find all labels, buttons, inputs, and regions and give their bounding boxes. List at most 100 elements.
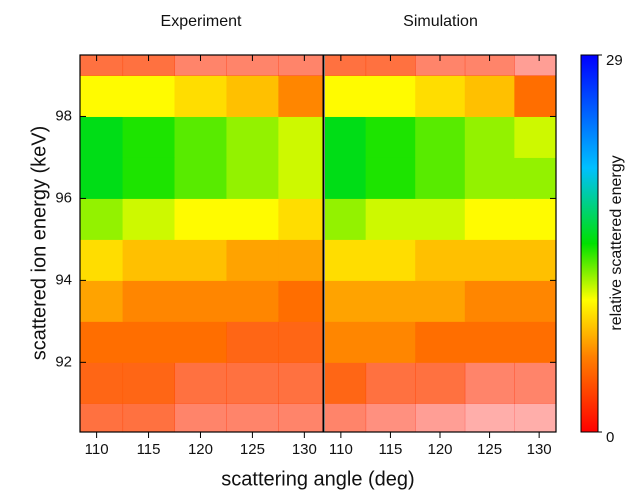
heatmap-cell bbox=[226, 75, 278, 116]
heatmap-cell bbox=[80, 280, 123, 321]
colorbar-tick-label: 0 bbox=[606, 429, 614, 446]
heatmap-cell bbox=[226, 403, 278, 432]
x-tick-label: 115 bbox=[378, 441, 402, 458]
heatmap-cell bbox=[366, 280, 416, 321]
heatmap-cell bbox=[278, 157, 322, 198]
heatmap-cell bbox=[514, 116, 556, 157]
heatmap-cell bbox=[80, 55, 123, 76]
heatmap-cell bbox=[226, 321, 278, 362]
x-tick-label: 130 bbox=[527, 441, 552, 458]
heatmap-cell bbox=[366, 198, 416, 239]
heatmap-cell bbox=[325, 198, 366, 239]
colorbar-tick-label: 29 bbox=[606, 52, 623, 69]
panel-title: Simulation bbox=[403, 13, 478, 30]
heatmap-cell bbox=[175, 198, 227, 239]
heatmap-cell bbox=[80, 403, 123, 432]
heatmap-cell bbox=[278, 362, 322, 403]
heatmap-cell bbox=[366, 239, 416, 280]
heatmap-cell bbox=[514, 198, 556, 239]
heatmap-cell bbox=[325, 116, 366, 157]
heatmap-cell bbox=[465, 239, 515, 280]
heatmap-cell bbox=[366, 116, 416, 157]
y-tick-label: 96 bbox=[55, 189, 72, 206]
heatmap-cell bbox=[80, 157, 123, 198]
heatmap-cell bbox=[415, 280, 465, 321]
heatmap-cell bbox=[325, 321, 366, 362]
heatmap-cell bbox=[325, 239, 366, 280]
heatmap-cell bbox=[415, 75, 465, 116]
heatmap-cell bbox=[514, 280, 556, 321]
heatmap-cell bbox=[278, 116, 322, 157]
heatmap-cell bbox=[278, 239, 322, 280]
heatmap-cell bbox=[465, 403, 515, 432]
heatmap-cell bbox=[175, 362, 227, 403]
heatmap-cell bbox=[123, 362, 175, 403]
heatmap-cell bbox=[175, 75, 227, 116]
heatmap-cell bbox=[175, 403, 227, 432]
heatmap-cell bbox=[123, 239, 175, 280]
heatmap-cell bbox=[123, 403, 175, 432]
panel-title: Experiment bbox=[161, 13, 242, 30]
x-tick-label: 130 bbox=[292, 441, 317, 458]
x-tick-label: 120 bbox=[188, 441, 213, 458]
heatmap-cell bbox=[514, 157, 556, 198]
heatmap-cell bbox=[415, 321, 465, 362]
heatmap-cell bbox=[175, 116, 227, 157]
heatmap-cell bbox=[226, 198, 278, 239]
heatmap-cell bbox=[175, 157, 227, 198]
heatmap-cell bbox=[325, 280, 366, 321]
heatmap-cell bbox=[278, 75, 322, 116]
heatmap-cell bbox=[226, 157, 278, 198]
heatmap-cell bbox=[123, 75, 175, 116]
heatmap-cell bbox=[175, 239, 227, 280]
heatmap-cell bbox=[465, 75, 515, 116]
heatmap-cell bbox=[226, 280, 278, 321]
heatmap-cell bbox=[80, 321, 123, 362]
heatmap-cell bbox=[226, 239, 278, 280]
heatmap-cell bbox=[415, 403, 465, 432]
heatmap-cell bbox=[226, 362, 278, 403]
heatmap-cell bbox=[514, 75, 556, 116]
heatmap-cell bbox=[366, 321, 416, 362]
x-axis-label: scattering angle (deg) bbox=[221, 468, 414, 490]
colorbar bbox=[581, 55, 598, 432]
heatmap-cell bbox=[325, 403, 366, 432]
heatmap-cell bbox=[366, 362, 416, 403]
heatmap-cell bbox=[325, 157, 366, 198]
heatmap-cell bbox=[514, 362, 556, 403]
heatmap-cell bbox=[514, 321, 556, 362]
x-tick-label: 125 bbox=[240, 441, 265, 458]
heatmap-cell bbox=[123, 321, 175, 362]
heatmap-cell bbox=[465, 280, 515, 321]
heatmap-cell bbox=[465, 157, 515, 198]
heatmap-cell bbox=[325, 55, 366, 76]
heatmap-cell bbox=[80, 198, 123, 239]
heatmap-cell bbox=[123, 157, 175, 198]
x-tick-label: 110 bbox=[85, 441, 109, 458]
heatmap-cell bbox=[123, 198, 175, 239]
heatmap-cell bbox=[123, 116, 175, 157]
heatmap-cell bbox=[278, 198, 322, 239]
heatmap-cell bbox=[465, 116, 515, 157]
heatmap-cell bbox=[80, 362, 123, 403]
x-tick-label: 125 bbox=[477, 441, 502, 458]
x-tick-label: 110 bbox=[329, 441, 353, 458]
heatmap-cell bbox=[80, 239, 123, 280]
heatmap-cell bbox=[175, 280, 227, 321]
heatmap-cell bbox=[278, 55, 322, 76]
heatmap-cell bbox=[325, 362, 366, 403]
y-tick-label: 98 bbox=[55, 107, 72, 124]
heatmap-cell bbox=[465, 321, 515, 362]
x-tick-label: 120 bbox=[427, 441, 452, 458]
heatmap-cell bbox=[366, 403, 416, 432]
heatmap-cell bbox=[514, 403, 556, 432]
heatmap-cell bbox=[123, 280, 175, 321]
heatmap-cell bbox=[80, 75, 123, 116]
heatmap-cell bbox=[80, 116, 123, 157]
heatmap-cell bbox=[325, 75, 366, 116]
heatmap-cell bbox=[278, 321, 322, 362]
x-tick-label: 115 bbox=[137, 441, 161, 458]
heatmap-cell bbox=[415, 239, 465, 280]
